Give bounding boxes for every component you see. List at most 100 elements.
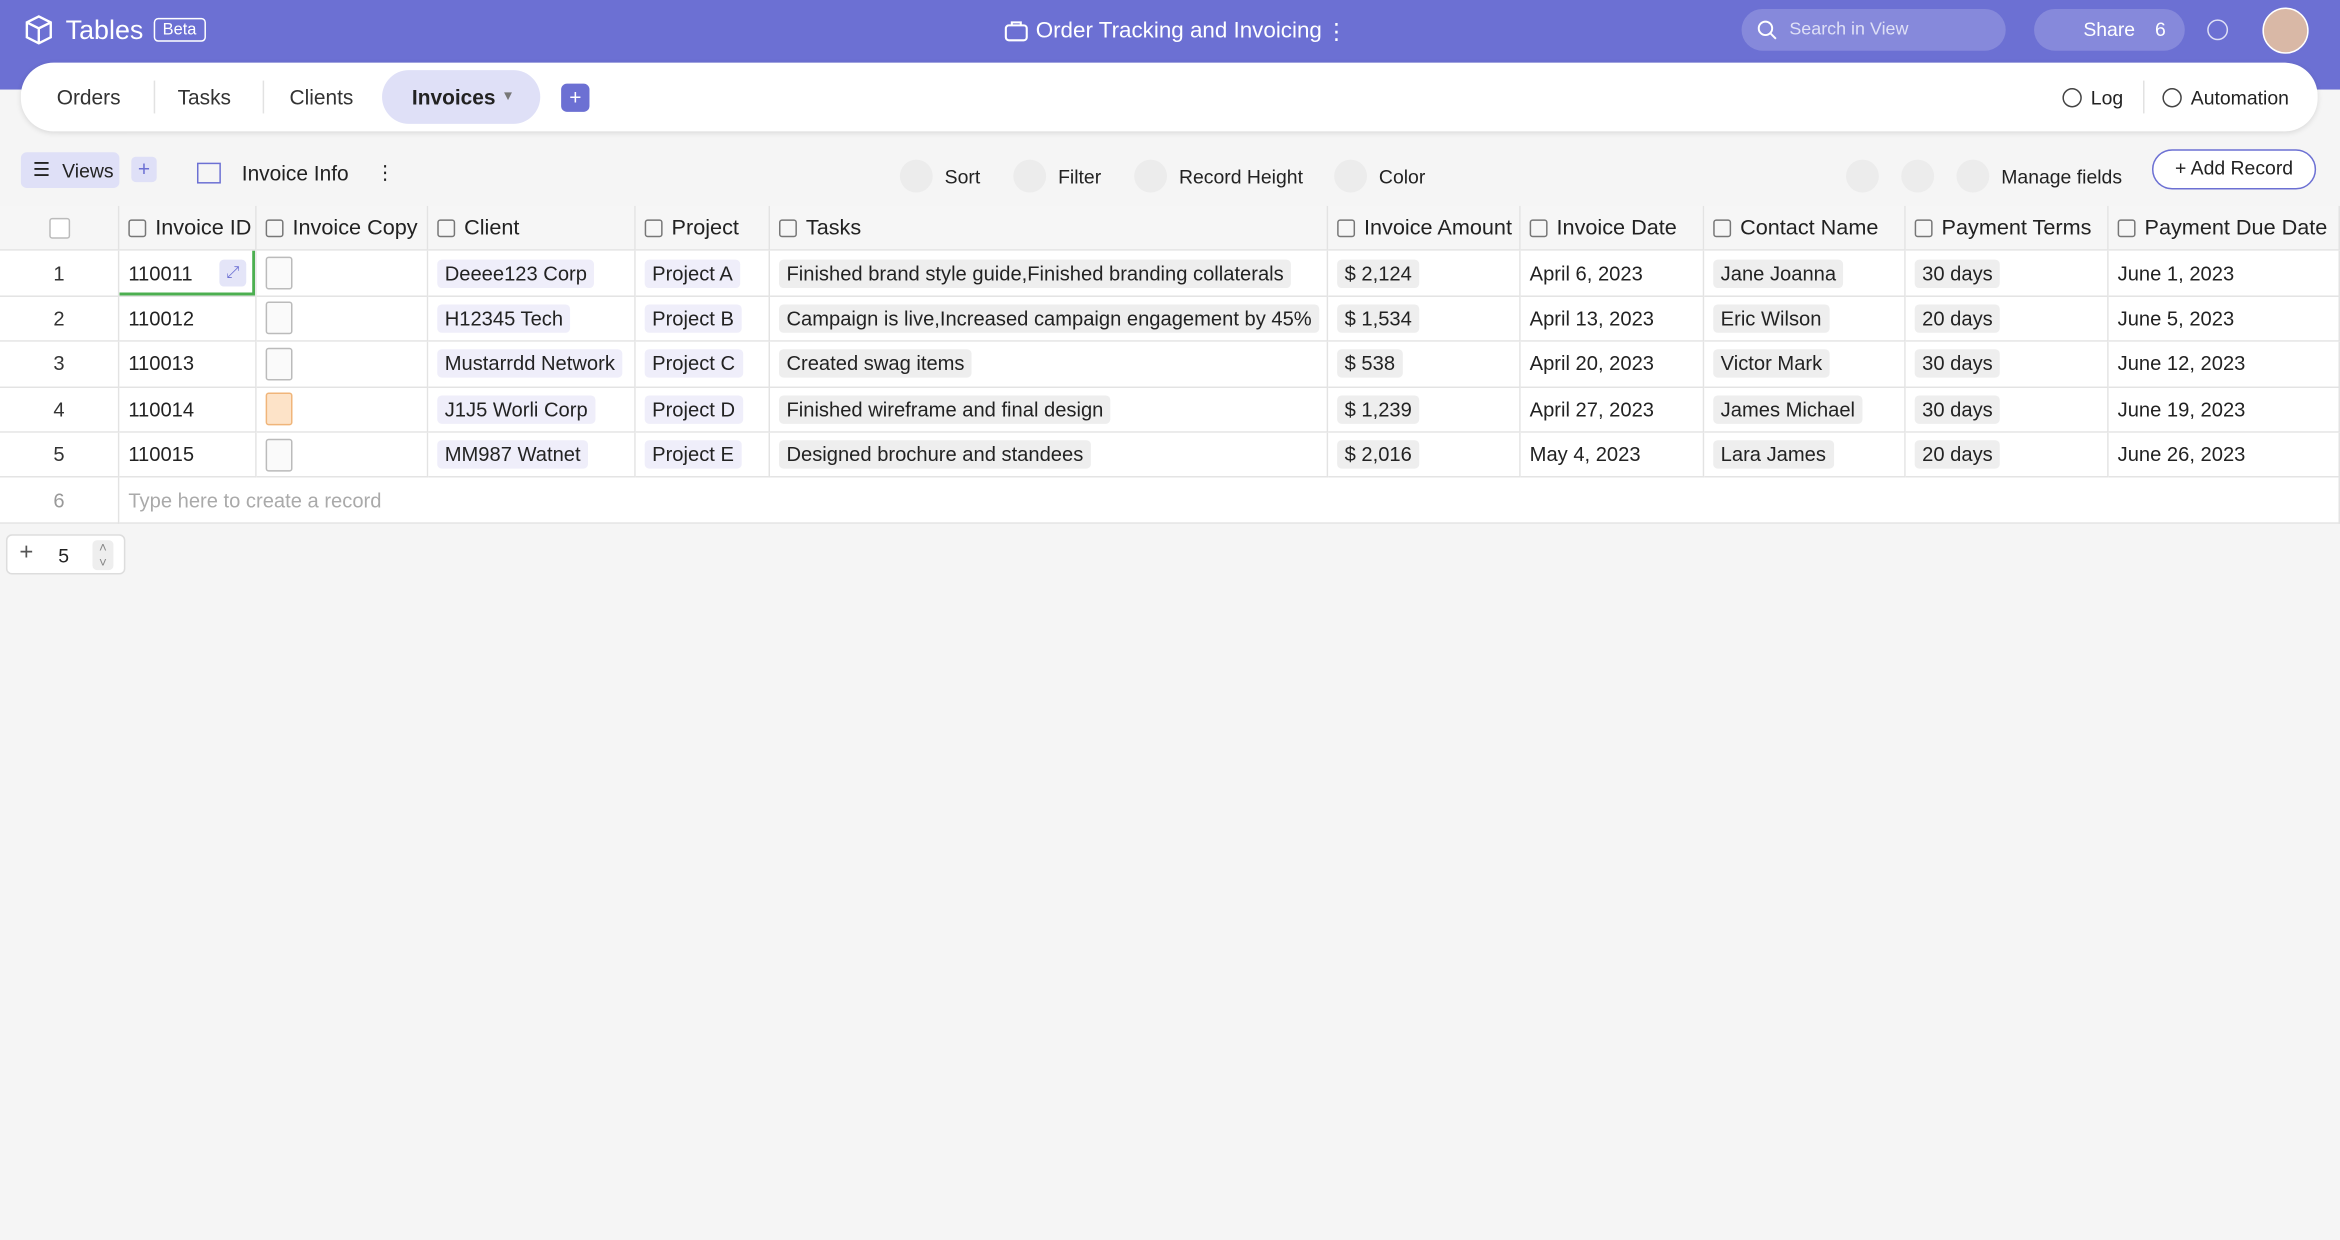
tab[interactable]: Clients <box>289 85 354 109</box>
cell-value[interactable]: H12345 Tech <box>437 304 571 333</box>
title-menu[interactable]: ⋮ <box>1325 19 1348 45</box>
tab[interactable]: Invoices <box>411 85 496 109</box>
select-all-checkbox[interactable] <box>48 217 70 239</box>
cell-value[interactable]: 110015 <box>128 443 195 466</box>
invoice-thumbnail[interactable] <box>265 347 293 381</box>
column-title[interactable]: Invoice Copy <box>292 215 418 240</box>
cell-value[interactable]: Project A <box>644 259 741 288</box>
cell-value[interactable]: Campaign is live,Increased campaign enga… <box>779 304 1320 333</box>
cell-value[interactable]: 30 days <box>1914 395 2001 424</box>
cell-value[interactable]: June 12, 2023 <box>2117 352 2246 376</box>
invoice-thumbnail[interactable] <box>265 392 293 426</box>
column-title[interactable]: Payment Due Date <box>2144 215 2328 240</box>
color-button[interactable]: Color <box>1334 159 1425 193</box>
add-record-button[interactable]: + Add Record <box>2151 149 2317 190</box>
doc-title[interactable]: Order Tracking and Invoicing <box>1035 17 1322 44</box>
tab-action[interactable]: Log <box>2090 86 2124 109</box>
column-icon <box>1337 218 1356 237</box>
cell-value[interactable]: Project E <box>644 440 742 469</box>
column-title[interactable]: Project <box>671 215 739 240</box>
cell-value[interactable]: Deeee123 Corp <box>437 259 595 288</box>
cell-value[interactable]: $ 1,239 <box>1337 395 1420 424</box>
redo-button[interactable] <box>1901 159 1935 193</box>
cell-value[interactable]: Created swag items <box>779 349 972 379</box>
column-title[interactable]: Client <box>464 215 520 240</box>
view-menu[interactable]: ⋮ <box>375 161 395 184</box>
cell: $ 2,124 <box>1328 251 1521 297</box>
filter-button[interactable]: Filter <box>1013 159 1101 193</box>
cell: Eric Wilson <box>1704 296 1906 343</box>
cell-value[interactable]: $ 2,016 <box>1337 440 1420 469</box>
cell-value[interactable]: June 26, 2023 <box>2117 443 2246 466</box>
cell-value[interactable]: $ 2,124 <box>1337 259 1420 288</box>
cell-value[interactable]: Eric Wilson <box>1713 304 1829 333</box>
views-button[interactable]: ☰ Views <box>20 152 120 189</box>
cell-value[interactable]: June 19, 2023 <box>2117 398 2246 421</box>
invoice-thumbnail[interactable] <box>265 438 293 472</box>
search-box[interactable] <box>1741 8 2006 51</box>
cell-value[interactable]: 110014 <box>128 398 195 421</box>
cell-value[interactable]: Jane Joanna <box>1713 259 1844 288</box>
add-view[interactable]: + <box>131 156 157 183</box>
cell-value[interactable]: June 5, 2023 <box>2117 307 2235 330</box>
tab[interactable]: Tasks <box>177 85 232 109</box>
cell-value[interactable]: 30 days <box>1914 349 2001 379</box>
cell-value[interactable]: April 13, 2023 <box>1529 307 1654 330</box>
column-title[interactable]: Contact Name <box>1740 215 1879 240</box>
cell-value[interactable]: Victor Mark <box>1713 349 1830 379</box>
cell-value[interactable]: 20 days <box>1914 440 2001 469</box>
cell-value[interactable]: 30 days <box>1914 259 2001 288</box>
cell-value[interactable]: April 6, 2023 <box>1529 262 1643 285</box>
cell-value[interactable]: $ 538 <box>1337 349 1403 379</box>
cell-value[interactable]: April 27, 2023 <box>1529 398 1654 421</box>
cell-value[interactable]: James Michael <box>1713 395 1863 424</box>
manage-fields-button[interactable]: Manage fields <box>1956 159 2122 193</box>
record-height-button[interactable]: Record Height <box>1134 159 1303 193</box>
tab-action[interactable]: Automation <box>2190 86 2289 109</box>
cell-value[interactable]: 20 days <box>1914 304 2001 333</box>
column-title[interactable]: Tasks <box>805 215 862 240</box>
cell-value[interactable]: Designed brochure and standees <box>779 440 1091 469</box>
cell-value[interactable]: $ 1,534 <box>1337 304 1420 333</box>
undo-button[interactable] <box>1846 159 1879 193</box>
cell-value[interactable]: MM987 Watnet <box>437 440 589 469</box>
invoice-thumbnail[interactable] <box>265 302 293 336</box>
sort-button[interactable]: Sort <box>899 159 980 193</box>
view-name[interactable]: Invoice Info ⋮ <box>196 161 395 185</box>
add-row-button[interactable]: + <box>19 540 34 566</box>
cell-value[interactable]: J1J5 Worli Corp <box>437 395 596 424</box>
column-title[interactable]: Payment Terms <box>1941 215 2092 240</box>
tab-dropdown[interactable]: ▼ <box>501 88 515 103</box>
column-title[interactable]: Invoice Amount <box>1364 215 1512 240</box>
invoice-thumbnail[interactable] <box>265 256 293 290</box>
column-title[interactable]: Invoice Date <box>1556 215 1677 240</box>
cell-value[interactable]: May 4, 2023 <box>1529 443 1641 466</box>
cell-value[interactable]: April 20, 2023 <box>1529 352 1654 376</box>
cell-value[interactable]: Project C <box>644 349 743 379</box>
cell: 30 days <box>1905 387 2109 433</box>
cell: $ 538 <box>1328 342 1521 388</box>
count-stepper[interactable]: ˄ ˅ <box>92 540 114 571</box>
search-placeholder: Search in View <box>1789 17 1909 39</box>
cell-value[interactable]: 110013 <box>128 352 195 376</box>
cell-value[interactable]: June 1, 2023 <box>2117 262 2235 285</box>
cell-value[interactable]: Lara James <box>1713 440 1834 469</box>
cell-value[interactable]: Finished wireframe and final design <box>779 395 1111 424</box>
cell-value[interactable]: Finished brand style guide,Finished bran… <box>779 259 1292 288</box>
cell-value[interactable]: Project B <box>644 304 742 333</box>
row-count[interactable]: 5 <box>58 544 69 568</box>
column-title[interactable]: Invoice ID <box>155 215 252 240</box>
cell-value[interactable]: Mustarrdd Network <box>437 349 623 379</box>
cell-value[interactable]: Project D <box>644 395 743 424</box>
tab[interactable]: Orders <box>56 85 121 109</box>
cell-value[interactable]: 110011 <box>128 262 193 285</box>
cell-value[interactable]: 110012 <box>128 307 195 330</box>
row-number-label: 4 <box>53 398 65 421</box>
help-icon[interactable] <box>2207 19 2229 41</box>
app-name[interactable]: Tables <box>65 14 144 45</box>
avatar[interactable] <box>2262 7 2309 54</box>
share-button[interactable] <box>2034 8 2185 51</box>
new-row-input[interactable]: Type here to create a record <box>119 478 2340 524</box>
expand-icon[interactable]: ⤢ <box>219 259 247 287</box>
add-tab[interactable]: + <box>561 83 590 112</box>
